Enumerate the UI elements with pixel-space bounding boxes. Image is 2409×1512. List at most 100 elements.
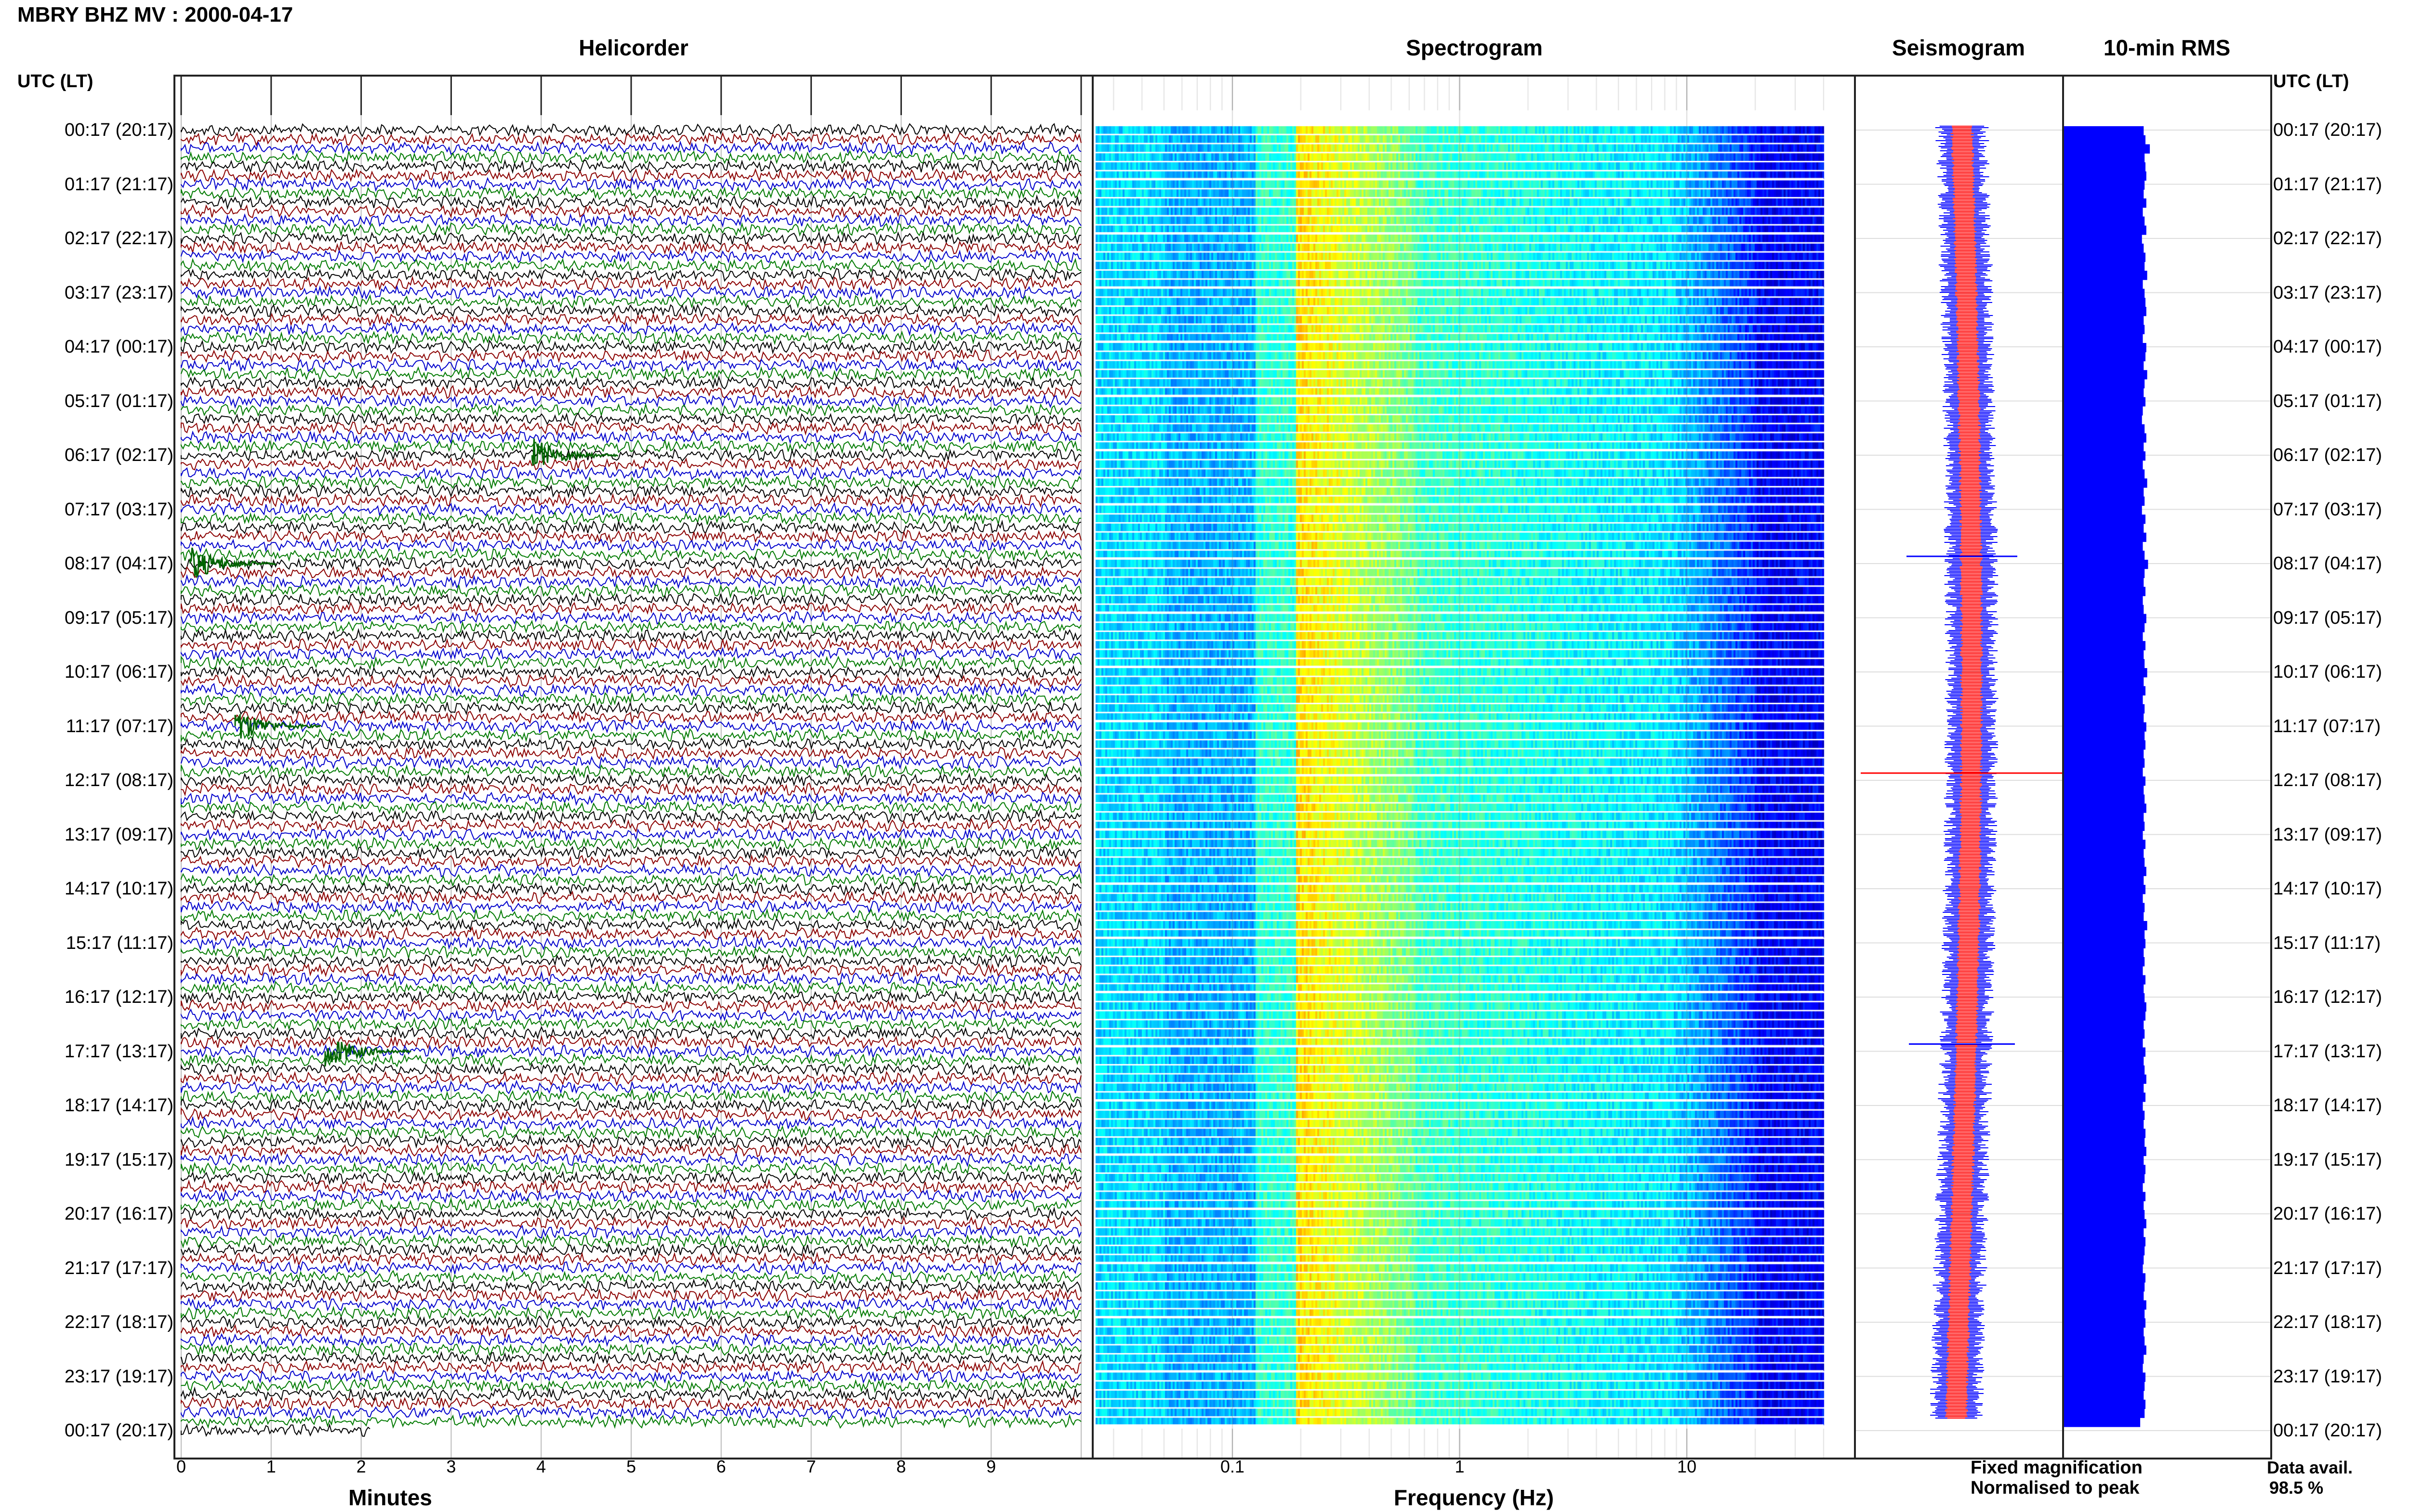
- helicorder-trace: [181, 827, 1082, 842]
- frequency-axis-title: Frequency (Hz): [1393, 1485, 1554, 1510]
- rms-bar: [2064, 1038, 2143, 1048]
- time-label-right: 20:17 (16:17): [2273, 1204, 2383, 1224]
- rms-bar: [2064, 1156, 2144, 1165]
- rms-bar: [2064, 1336, 2145, 1346]
- helicorder-trace: [181, 538, 1082, 553]
- helicorder-trace: [181, 1270, 1082, 1285]
- rms-bar: [2064, 1201, 2144, 1210]
- rms-bar: [2064, 939, 2145, 948]
- helicorder-trace: [181, 872, 1082, 887]
- helicorder-trace: [181, 474, 1082, 490]
- helicorder-trace: [181, 628, 1082, 644]
- helicorder-trace: [181, 565, 1082, 580]
- helicorder-trace: [181, 294, 1082, 310]
- helicorder-trace: [181, 1179, 1082, 1195]
- rms-bar: [2064, 126, 2144, 136]
- helicorder-trace: [181, 772, 1082, 788]
- time-label-right: 00:17 (20:17): [2273, 1420, 2383, 1441]
- helicorder-trace: [181, 194, 1082, 210]
- minutes-tick-label: 5: [626, 1457, 636, 1476]
- data-availability-value: 98.5 %: [2269, 1478, 2324, 1498]
- helicorder-trace: [181, 1405, 1082, 1420]
- frequency-tick-label: 0.1: [1220, 1457, 1244, 1476]
- rms-bar: [2064, 894, 2143, 904]
- helicorder-trace: [181, 1260, 1082, 1275]
- rms-bar: [2064, 903, 2145, 912]
- rms-bar: [2064, 406, 2143, 416]
- helicorder-trace: [181, 989, 1082, 1005]
- helicorder-trace: [181, 863, 1082, 878]
- helicorder-trace: [181, 339, 1082, 355]
- time-label-right: 16:17 (12:17): [2273, 987, 2383, 1007]
- rms-bar: [2064, 930, 2145, 940]
- rms-bar: [2064, 596, 2143, 605]
- rms-bar: [2064, 541, 2143, 551]
- rms-bar: [2064, 1083, 2144, 1093]
- helicorder-event: [189, 547, 277, 579]
- rms-bar: [2064, 1219, 2146, 1229]
- helicorder-trace: [181, 1351, 1082, 1366]
- rms-bar: [2064, 785, 2144, 795]
- helicorder-trace: [181, 249, 1082, 263]
- helicorder-trace: [181, 303, 1082, 318]
- rms-bar: [2064, 1246, 2145, 1256]
- rms-bar: [2064, 975, 2145, 985]
- helicorder-trace: [181, 185, 1082, 201]
- helicorder-trace: [181, 601, 1082, 616]
- time-label-right: 13:17 (09:17): [2273, 824, 2383, 845]
- time-label-right: 10:17 (06:17): [2273, 662, 2383, 682]
- helicorder-trace: [181, 1332, 1082, 1348]
- helicorder-trace: [181, 439, 1082, 454]
- helicorder-trace: [181, 1188, 1082, 1204]
- rms-bar: [2064, 731, 2145, 741]
- rms-bar: [2064, 758, 2145, 768]
- helicorder-trace: [181, 457, 1082, 472]
- rms-bar: [2064, 1408, 2145, 1418]
- helicorder-trace: [181, 1133, 1082, 1149]
- helicorder-trace: [181, 519, 1082, 535]
- rms-bar: [2064, 704, 2145, 714]
- time-label-left: 21:17 (17:17): [64, 1258, 173, 1278]
- rms-bar: [2064, 271, 2147, 280]
- time-label-left: 04:17 (00:17): [64, 337, 173, 357]
- rms-bar: [2064, 496, 2145, 506]
- helicorder-trace: [181, 1315, 1082, 1330]
- helicorder-trace: [181, 1359, 1082, 1375]
- rms-bar: [2064, 1183, 2143, 1193]
- helicorder-trace: [181, 1288, 1082, 1303]
- rms-bar: [2064, 1047, 2145, 1057]
- frequency-tick-label: 10: [1677, 1457, 1697, 1476]
- helicorder-plot: [180, 77, 1082, 1458]
- time-label-right: 15:17 (11:17): [2273, 933, 2381, 953]
- helicorder-trace: [181, 907, 1082, 923]
- helicorder-trace: [181, 610, 1082, 625]
- rms-bar: [2064, 1309, 2145, 1319]
- helicorder-trace: [181, 502, 1082, 517]
- time-label-right: 12:17 (08:17): [2273, 770, 2383, 790]
- rms-bar: [2064, 794, 2145, 804]
- helicorder-trace: [181, 1116, 1082, 1131]
- rms-bar: [2064, 514, 2145, 524]
- minutes-axis-title: Minutes: [348, 1485, 432, 1510]
- helicorder-trace: [181, 944, 1082, 960]
- helicorder-trace: [181, 465, 1082, 481]
- helicorder-trace: [181, 763, 1082, 779]
- time-label-left: 06:17 (02:17): [64, 445, 173, 465]
- time-label-right: 09:17 (05:17): [2273, 607, 2383, 628]
- time-label-right: 03:17 (23:17): [2273, 282, 2383, 303]
- helicorder-trace: [181, 1062, 1082, 1078]
- rms-bar: [2064, 957, 2145, 967]
- helicorder-trace: [181, 484, 1082, 499]
- rms-bar: [2064, 361, 2144, 370]
- helicorder-trace: [181, 1143, 1082, 1158]
- helicorder-trace: [181, 592, 1082, 607]
- helicorder-trace: [181, 1008, 1082, 1023]
- rms-bar: [2064, 578, 2144, 587]
- rms-bar: [2064, 650, 2144, 659]
- time-label-right: 01:17 (21:17): [2273, 174, 2383, 195]
- helicorder-trace: [181, 1079, 1082, 1095]
- time-label-left: 03:17 (23:17): [64, 282, 173, 303]
- helicorder-trace: [181, 845, 1082, 860]
- helicorder-trace: [181, 1025, 1082, 1041]
- helicorder-trace: [181, 267, 1082, 282]
